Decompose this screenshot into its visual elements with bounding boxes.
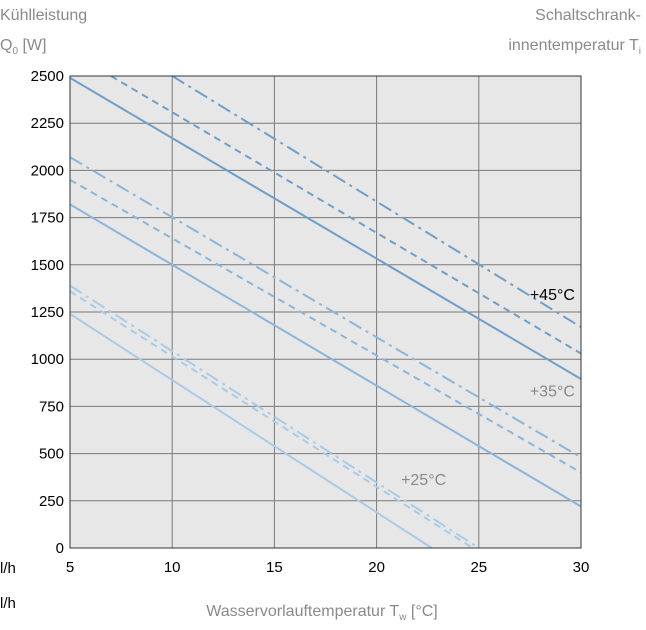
y-axis-title: Kühlleistung <box>0 7 87 24</box>
y-tick-label-6: 1500 <box>31 257 64 274</box>
x-axis-title-unit: [°C] <box>406 603 437 620</box>
series-lines <box>70 76 581 548</box>
legend-title-line2-sub: i <box>639 46 641 57</box>
group-label-1: +35°C <box>530 383 575 400</box>
y-tick-label-0: 0 <box>56 540 64 557</box>
x-tick-label-2: 15 <box>266 559 283 576</box>
x-axis-title-sub: w <box>398 612 407 623</box>
x-tick-label-3: 20 <box>368 559 385 576</box>
series-line-1-2 <box>70 156 581 459</box>
y-axis-symbol-sub: 0 <box>12 46 18 57</box>
group-label-2: +25°C <box>401 472 446 489</box>
legend-title-line2: innentemperatur Ti <box>508 37 641 57</box>
series-line-0-2 <box>171 76 581 328</box>
series-line-1-1 <box>70 178 581 474</box>
row-label-2: l/h <box>0 595 16 612</box>
series-line-0-1 <box>110 76 581 355</box>
group-label-0: +45°C <box>530 287 575 304</box>
y-tick-label-3: 750 <box>39 398 64 415</box>
series-line-2-0 <box>70 313 433 548</box>
y-axis-title-line1: Kühlleistung <box>0 7 87 24</box>
y-axis-symbol-main: Q <box>0 37 12 54</box>
y-tick-label-4: 1000 <box>31 351 64 368</box>
plot-border <box>69 75 582 549</box>
y-tick-label-2: 500 <box>39 446 64 463</box>
legend-title-line2-main: innentemperatur T <box>508 37 639 54</box>
x-axis-title: Wasservorlauftemperatur Tw [°C] <box>206 603 437 623</box>
row-label-1: l/h <box>0 560 16 577</box>
y-tick-label-1: 250 <box>39 493 64 510</box>
y-axis-symbol: Q0 [W] <box>0 37 46 57</box>
legend-title-line1: Schaltschrank- <box>535 7 641 24</box>
y-tick-label-7: 1750 <box>31 210 64 227</box>
y-tick-label-9: 2250 <box>31 115 64 132</box>
x-tick-label-5: 30 <box>573 559 590 576</box>
y-tick-labels: 0 250 500 750 1000 1250 1500 1750 2000 2250 2500 <box>31 68 64 557</box>
series-line-2-1 <box>70 290 474 548</box>
x-tick-label-0: 5 <box>66 559 74 576</box>
x-tick-label-4: 25 <box>470 559 487 576</box>
group-labels: +45°C +35°C +25°C <box>401 287 575 489</box>
y-tick-label-8: 2000 <box>31 162 64 179</box>
x-tick-labels: 5 10 15 20 25 30 <box>66 559 590 576</box>
series-line-1-0 <box>70 203 581 508</box>
y-tick-label-10: 2500 <box>31 68 64 85</box>
series-line-0-0 <box>70 77 581 380</box>
y-tick-label-5: 1250 <box>31 304 64 321</box>
x-tick-label-1: 10 <box>164 559 181 576</box>
y-axis-unit: [W] <box>18 37 46 54</box>
x-axis-title-main: Wasservorlauftemperatur T <box>206 603 399 620</box>
